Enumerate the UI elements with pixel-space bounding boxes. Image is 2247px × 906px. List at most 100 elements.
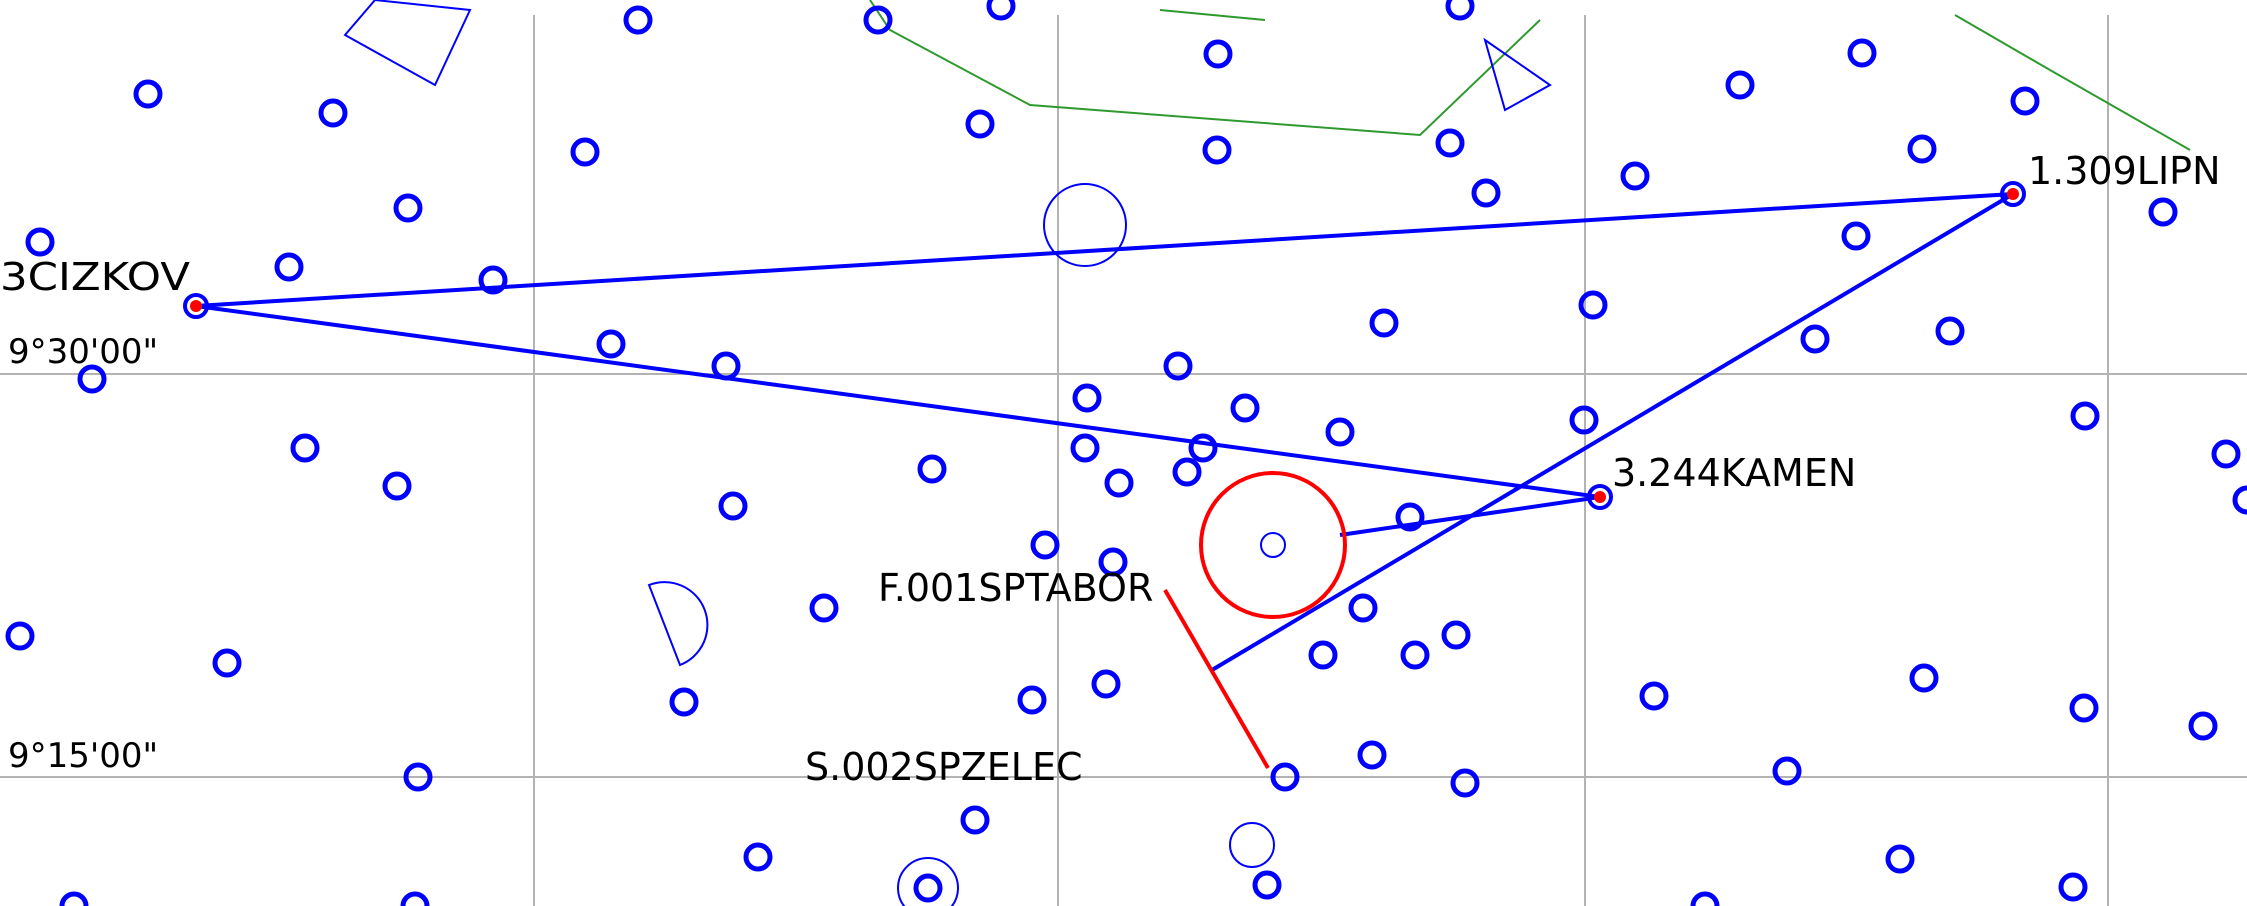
point-symbol[interactable]	[1091, 669, 1121, 699]
point-symbol[interactable]	[393, 193, 423, 223]
point-symbol[interactable]	[1690, 891, 1720, 906]
point-symbol[interactable]	[1188, 433, 1218, 463]
point-symbol[interactable]	[212, 648, 242, 678]
point-symbol[interactable]	[1308, 640, 1338, 670]
point-symbol[interactable]	[59, 891, 89, 906]
point-symbol[interactable]	[1252, 870, 1282, 900]
point-symbol[interactable]	[2188, 711, 2218, 741]
point-symbol[interactable]	[1725, 70, 1755, 100]
point-symbol[interactable]	[1030, 530, 1060, 560]
point-symbol[interactable]	[1841, 221, 1871, 251]
point-symbol[interactable]	[1885, 844, 1915, 874]
graticule	[0, 15, 2247, 906]
point-symbol[interactable]	[290, 433, 320, 463]
point-symbol[interactable]	[1098, 547, 1128, 577]
point-symbol[interactable]	[1230, 393, 1260, 423]
point-symbol[interactable]	[1070, 433, 1100, 463]
point-symbol[interactable]	[1847, 38, 1877, 68]
station-label-cizkov: 3CIZKOV	[0, 255, 190, 299]
point-symbol[interactable]	[1450, 768, 1480, 798]
point-symbol[interactable]	[25, 227, 55, 257]
sector-symbol	[647, 581, 709, 667]
station-markers	[183, 181, 2026, 510]
point-symbol[interactable]	[986, 0, 1016, 21]
point-symbol[interactable]	[1270, 762, 1300, 792]
point-symbol[interactable]	[1357, 740, 1387, 770]
point-symbol[interactable]	[913, 873, 943, 903]
circle-symbol	[1260, 532, 1286, 558]
point-symbol[interactable]	[478, 265, 508, 295]
point-symbol[interactable]	[382, 471, 412, 501]
point-symbol[interactable]	[1395, 502, 1425, 532]
point-symbol[interactable]	[809, 593, 839, 623]
point-symbol[interactable]	[403, 762, 433, 792]
point-symbol[interactable]	[2069, 693, 2099, 723]
point-symbol[interactable]	[917, 454, 947, 484]
point-symbol[interactable]	[1772, 756, 1802, 786]
point-symbol[interactable]	[2211, 439, 2241, 469]
point-symbol[interactable]	[1202, 135, 1232, 165]
point-symbol[interactable]	[318, 98, 348, 128]
point-symbol[interactable]	[1369, 308, 1399, 338]
point-symbol[interactable]	[1445, 0, 1475, 21]
leader-line	[1163, 588, 1270, 770]
point-symbol[interactable]	[1325, 417, 1355, 447]
circle-symbol	[1229, 822, 1275, 868]
station-marker-kamen[interactable]	[1587, 484, 1613, 510]
point-symbol[interactable]	[77, 364, 107, 394]
point-symbol[interactable]	[2010, 86, 2040, 116]
point-symbol[interactable]	[1104, 468, 1134, 498]
point-symbol[interactable]	[1017, 685, 1047, 715]
labels: 3CIZKOV 1.309LIPN 3.244KAMEN F.001SPTABO…	[0, 149, 2221, 789]
point-symbol[interactable]	[1909, 663, 1939, 693]
highlight	[1163, 471, 1347, 770]
point-symbol[interactable]	[863, 5, 893, 35]
point-symbol[interactable]	[1935, 316, 1965, 346]
point-symbol[interactable]	[1800, 324, 1830, 354]
point-symbol[interactable]	[570, 137, 600, 167]
point-symbol[interactable]	[1578, 290, 1608, 320]
point-symbol[interactable]	[5, 621, 35, 651]
point-symbol[interactable]	[2058, 872, 2088, 902]
point-symbol[interactable]	[2070, 401, 2100, 431]
point-symbol[interactable]	[400, 891, 430, 906]
point-symbol[interactable]	[718, 491, 748, 521]
station-marker-lipn[interactable]	[2000, 181, 2026, 207]
point-layer	[5, 0, 2247, 906]
selection-circle[interactable]	[1199, 471, 1347, 619]
point-symbol[interactable]	[960, 805, 990, 835]
large-circle-symbol	[1043, 183, 1127, 267]
point-symbol[interactable]	[274, 252, 304, 282]
point-symbol[interactable]	[1435, 128, 1465, 158]
point-symbol[interactable]	[1400, 640, 1430, 670]
point-symbol[interactable]	[743, 842, 773, 872]
point-symbol[interactable]	[1639, 681, 1669, 711]
point-symbol[interactable]	[2148, 197, 2178, 227]
boundary-line	[869, 0, 1541, 137]
point-symbol[interactable]	[1471, 178, 1501, 208]
point-symbol[interactable]	[1348, 593, 1378, 623]
point-symbol[interactable]	[1203, 39, 1233, 69]
point-symbol[interactable]	[1163, 351, 1193, 381]
route-segment	[195, 192, 2014, 308]
map-symbols	[343, 0, 1552, 906]
point-symbol[interactable]	[1620, 161, 1650, 191]
point-symbol[interactable]	[1907, 134, 1937, 164]
point-symbol[interactable]	[669, 687, 699, 717]
point-symbol[interactable]	[596, 329, 626, 359]
point-symbol[interactable]	[1072, 383, 1102, 413]
latitude-label-lower: 9°15'00"	[8, 736, 158, 776]
circle-symbol	[897, 857, 959, 906]
point-symbol[interactable]	[1441, 620, 1471, 650]
point-symbol[interactable]	[2232, 485, 2247, 515]
route-segment	[1339, 495, 1601, 537]
station-marker-cizkov[interactable]	[183, 293, 209, 319]
route-segment	[195, 304, 1601, 499]
point-symbol[interactable]	[623, 5, 653, 35]
point-symbol[interactable]	[1569, 405, 1599, 435]
point-symbol[interactable]	[965, 109, 995, 139]
route-segment	[1210, 192, 2015, 672]
point-symbol[interactable]	[133, 79, 163, 109]
point-symbol[interactable]	[1172, 457, 1202, 487]
